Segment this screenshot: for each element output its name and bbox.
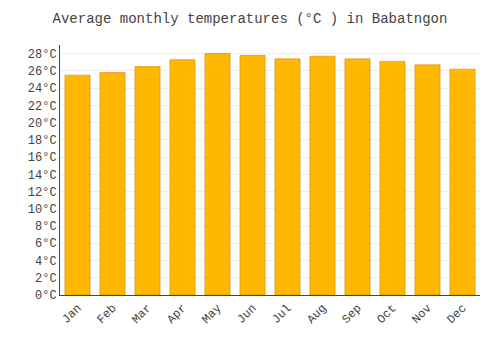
svg-text:6°C: 6°C <box>35 237 57 251</box>
svg-text:Feb: Feb <box>94 302 119 327</box>
svg-text:22°C: 22°C <box>28 100 57 114</box>
svg-text:Mar: Mar <box>129 302 154 327</box>
svg-text:Dec: Dec <box>444 302 469 327</box>
svg-text:18°C: 18°C <box>28 134 57 148</box>
svg-text:8°C: 8°C <box>35 220 57 234</box>
svg-text:16°C: 16°C <box>28 151 57 165</box>
svg-text:26°C: 26°C <box>28 65 57 79</box>
svg-text:28°C: 28°C <box>28 48 57 62</box>
svg-text:Sep: Sep <box>339 302 364 327</box>
svg-text:Jan: Jan <box>59 302 84 327</box>
svg-text:2°C: 2°C <box>35 272 57 286</box>
svg-text:May: May <box>199 302 224 327</box>
svg-text:Jul: Jul <box>269 302 294 327</box>
svg-text:14°C: 14°C <box>28 169 57 183</box>
svg-text:Aug: Aug <box>304 302 329 327</box>
svg-text:Oct: Oct <box>374 302 399 327</box>
svg-text:4°C: 4°C <box>35 255 57 269</box>
svg-text:24°C: 24°C <box>28 82 57 96</box>
svg-text:20°C: 20°C <box>28 117 57 131</box>
svg-text:12°C: 12°C <box>28 186 57 200</box>
svg-text:0°C: 0°C <box>35 289 57 303</box>
svg-text:Nov: Nov <box>409 302 434 327</box>
svg-text:Jun: Jun <box>234 302 259 327</box>
svg-text:Apr: Apr <box>164 302 189 327</box>
svg-text:10°C: 10°C <box>28 203 57 217</box>
svg-text:Average monthly temperatures (: Average monthly temperatures (°C ) in Ba… <box>53 11 448 27</box>
